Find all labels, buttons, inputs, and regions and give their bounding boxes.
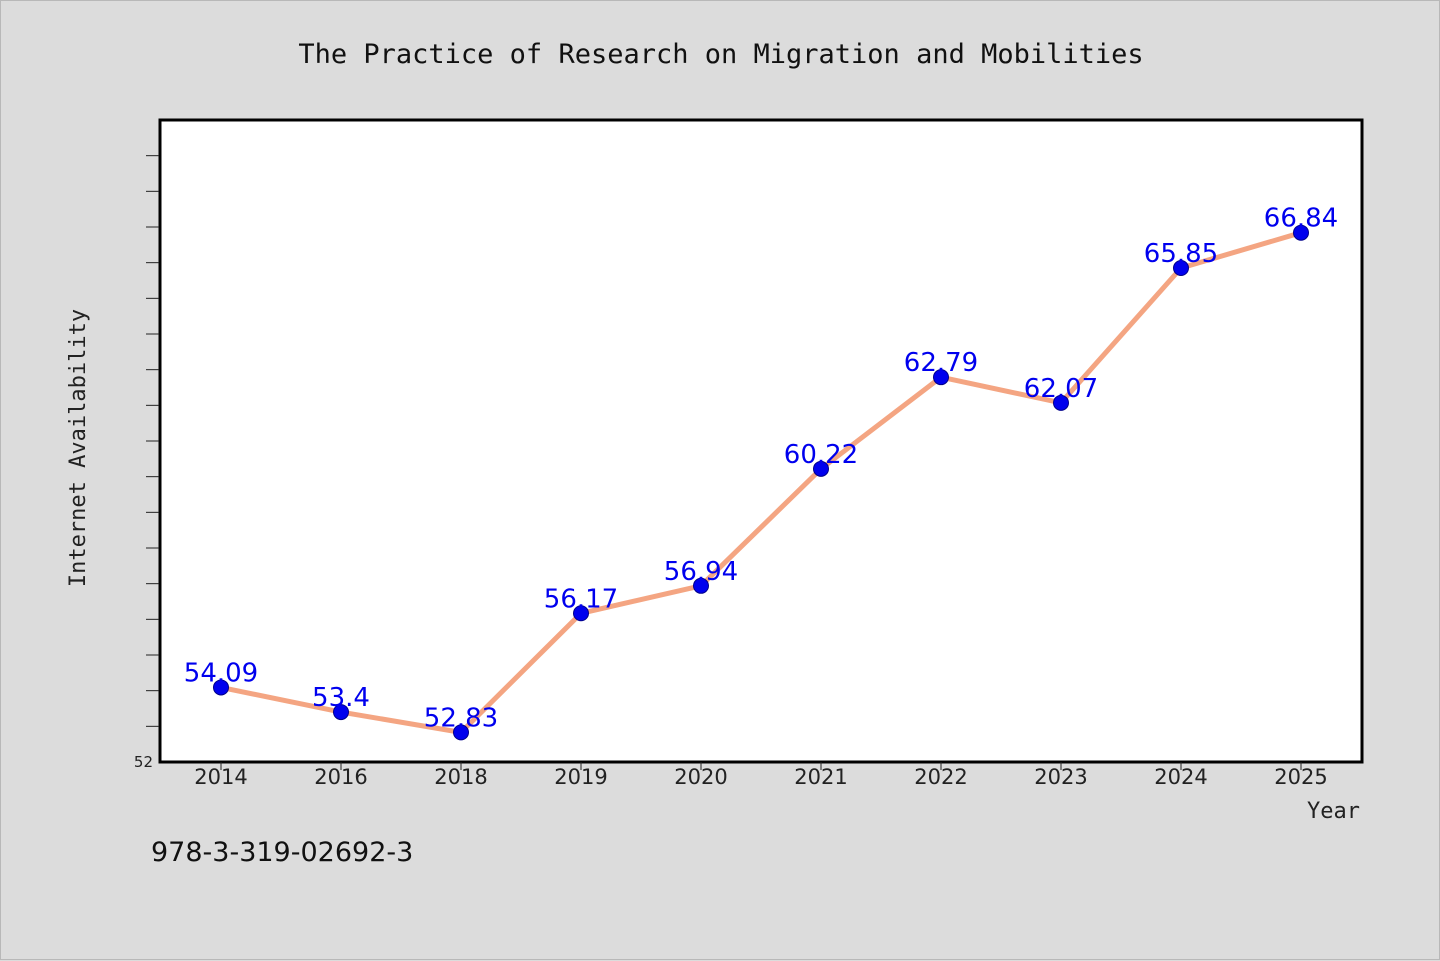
x-axis-tick-labels: 2014 2016 2018 2019 2020 2021 2022 2023 2024 2025 bbox=[194, 762, 1328, 789]
plot-area bbox=[158, 118, 1364, 764]
x-tick-label: 2020 bbox=[674, 765, 727, 789]
y-axis-min-label: 52 bbox=[134, 753, 153, 771]
data-point bbox=[1053, 394, 1069, 411]
x-tick-label: 2023 bbox=[1034, 765, 1087, 789]
x-tick-label: 2021 bbox=[794, 765, 847, 789]
data-labels: 54.09 53.4 52.83 56.17 56.94 60.22 62.79 62.07 6… bbox=[184, 204, 1338, 734]
x-tick-label: 2019 bbox=[554, 765, 607, 789]
chart-title: The Practice of Research on Migration an… bbox=[298, 39, 1143, 70]
data-point bbox=[933, 369, 949, 386]
data-label: 54.09 bbox=[184, 658, 258, 688]
data-label: 52.83 bbox=[424, 703, 498, 733]
x-tick-label: 2016 bbox=[314, 765, 367, 789]
data-label: 56.94 bbox=[664, 557, 738, 587]
data-label: 66.84 bbox=[1264, 204, 1338, 234]
data-point bbox=[213, 679, 229, 696]
data-point bbox=[693, 577, 709, 594]
data-label: 65.85 bbox=[1144, 239, 1218, 269]
x-tick-label: 2022 bbox=[914, 765, 967, 789]
footer-code: 978-3-319-02692-3 bbox=[151, 837, 414, 868]
data-label: 60.22 bbox=[784, 440, 858, 470]
series-line bbox=[218, 230, 1304, 735]
data-label: 53.4 bbox=[312, 683, 370, 713]
data-point bbox=[1173, 260, 1189, 277]
x-axis-title: Year bbox=[1307, 799, 1360, 824]
data-label: 62.07 bbox=[1024, 374, 1098, 404]
series-line-group bbox=[218, 230, 1304, 735]
data-point bbox=[1293, 224, 1309, 241]
data-label: 62.79 bbox=[904, 348, 978, 378]
data-point bbox=[813, 460, 829, 477]
x-tick-label: 2024 bbox=[1154, 765, 1207, 789]
data-points bbox=[213, 224, 1309, 741]
y-axis-title: Internet Availability bbox=[66, 309, 91, 587]
data-point bbox=[333, 704, 349, 721]
x-tick-label: 2014 bbox=[194, 765, 247, 789]
x-tick-label: 2025 bbox=[1274, 765, 1327, 789]
y-axis-ticks bbox=[146, 155, 159, 727]
data-point bbox=[453, 724, 469, 741]
x-tick-label: 2018 bbox=[434, 765, 487, 789]
data-point bbox=[573, 605, 589, 622]
data-label: 56.17 bbox=[544, 584, 618, 614]
